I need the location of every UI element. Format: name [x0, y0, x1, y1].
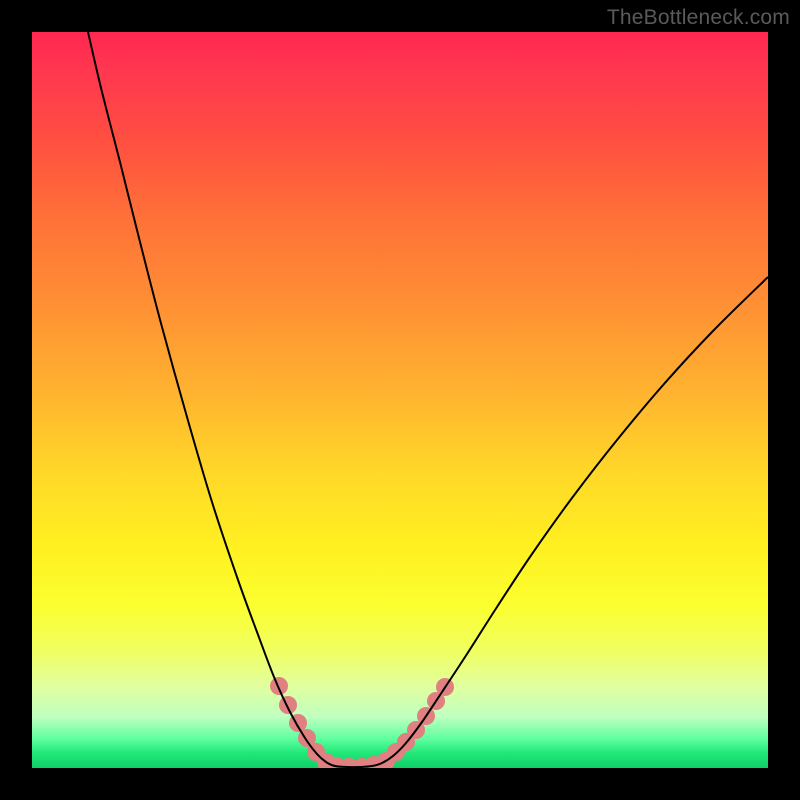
bottleneck-curve [88, 32, 768, 767]
curve-marker [279, 696, 297, 714]
marker-group [270, 677, 454, 768]
plot-area [32, 32, 768, 768]
watermark-label: TheBottleneck.com [607, 6, 790, 30]
chart-frame: TheBottleneck.com [0, 0, 800, 800]
curve-marker [270, 677, 288, 695]
bottleneck-curve-svg [32, 32, 768, 768]
